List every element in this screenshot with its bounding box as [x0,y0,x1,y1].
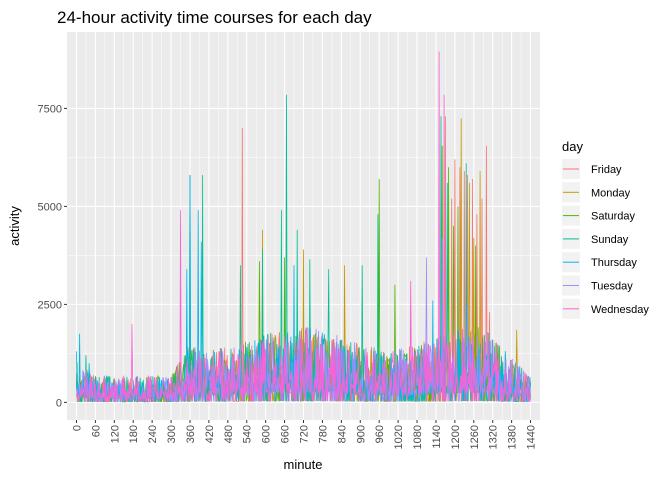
legend-label: Monday [591,187,631,199]
y-axis-title: activity [7,206,22,246]
legend-label: Thursday [591,257,637,269]
legend-label: Saturday [591,211,636,223]
x-tick-label: 1260 [469,425,481,449]
axes: 0 2500 5000 7500 0 60 120 180 240 300 360 420 480 540… [38,103,538,449]
x-tick-label: 1440 [526,425,538,449]
legend-label: Friday [591,164,622,176]
x-tick-label: 1140 [431,425,443,449]
x-tick-label: 540 [242,425,254,443]
y-tick-label: 5000 [38,201,62,213]
x-tick-label: 900 [355,425,367,443]
x-tick-label: 1200 [450,425,462,449]
legend-label: Wednesday [591,304,649,316]
y-tick-label: 2500 [38,299,62,311]
x-tick-label: 60 [90,425,102,437]
x-tick-label: 180 [128,425,140,443]
x-tick-label: 1080 [412,425,424,449]
x-tick-label: 840 [336,425,348,443]
x-axis-title: minute [283,457,322,472]
legend-label: Tuesday [591,281,633,293]
legend: day Friday Monday Saturday Sunday Thursday Tu… [562,139,649,319]
x-tick-label: 1320 [488,425,500,449]
x-tick-label: 120 [109,425,121,443]
series-layer [76,51,531,403]
x-tick-label: 420 [204,425,216,443]
x-tick-label: 300 [166,425,178,443]
x-tick-label: 960 [374,425,386,443]
x-tick-label: 0 [72,425,84,431]
x-tick-label: 600 [261,425,273,443]
series-line-wednesday [76,51,531,403]
x-tick-label: 240 [147,425,159,443]
chart-title: 24-hour activity time courses for each d… [57,8,372,27]
legend-title: day [562,139,583,154]
x-tick-label: 480 [223,425,235,443]
y-tick-label: 0 [56,397,62,409]
x-tick-label: 720 [299,425,311,443]
y-tick-label: 7500 [38,103,62,115]
x-tick-label: 780 [317,425,329,443]
x-tick-label: 360 [185,425,197,443]
x-tick-label: 1380 [507,425,519,449]
x-tick-label: 1020 [393,425,405,449]
legend-label: Sunday [591,234,629,246]
x-tick-label: 660 [280,425,292,443]
